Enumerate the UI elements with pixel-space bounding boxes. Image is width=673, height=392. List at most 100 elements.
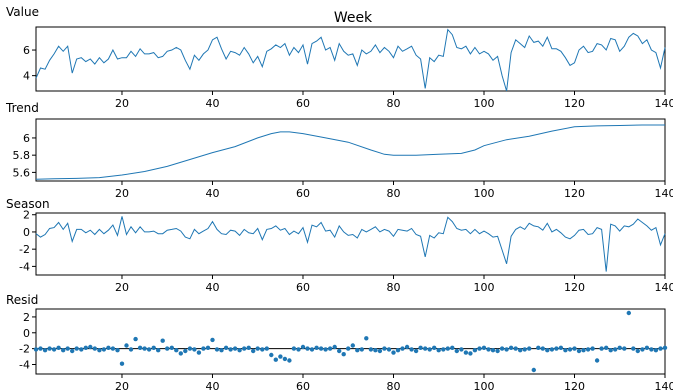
value-y-tick-label: 6 <box>23 44 30 57</box>
value-panel: Value 20 40 60 80 100 120 140 4 6 <box>6 5 673 110</box>
trend-x-tick-label: 40 <box>205 187 219 200</box>
resid-point <box>137 345 143 350</box>
resid-point <box>305 346 310 351</box>
resid-point <box>477 346 482 351</box>
resid-point <box>423 346 428 351</box>
resid-point <box>486 347 491 352</box>
resid-point <box>47 346 52 351</box>
resid-point <box>604 345 609 350</box>
resid-point <box>70 348 75 354</box>
resid-y-tick-label: 2 <box>23 311 30 324</box>
resid-point <box>165 346 170 351</box>
resid-point <box>183 348 188 354</box>
resid-point <box>364 336 369 341</box>
resid-point <box>106 345 111 350</box>
resid-point <box>318 346 324 351</box>
resid-y-tick-label: 0 <box>23 327 30 340</box>
resid-point <box>187 346 193 351</box>
resid-x-tick-label: 140 <box>655 380 673 392</box>
resid-point <box>508 345 514 350</box>
trend-series-line <box>35 124 665 180</box>
resid-point <box>432 345 437 350</box>
resid-point <box>201 346 206 351</box>
resid-point <box>626 310 631 316</box>
value-y-tick-label: 4 <box>23 70 30 83</box>
value-x-tick-label: 80 <box>386 97 400 110</box>
resid-point <box>214 347 220 352</box>
resid-point <box>581 348 586 353</box>
value-x-tick-label: 100 <box>473 97 494 110</box>
resid-point <box>386 347 392 352</box>
resid-point <box>309 347 315 352</box>
resid-point <box>590 346 595 351</box>
resid-point <box>468 351 473 356</box>
resid-point <box>169 345 174 350</box>
resid-point <box>332 344 337 350</box>
resid-point <box>540 346 545 351</box>
resid-panel: Resid 20 40 60 80 100 120 140 -4 -2 0 2 <box>6 293 673 392</box>
resid-point <box>463 350 469 355</box>
resid-point <box>545 348 550 353</box>
season-x-tick-label: 80 <box>386 281 400 294</box>
resid-point <box>635 348 640 354</box>
trend-panel: Trend 20 40 60 80 100 120 140 5.6 5.8 6 <box>5 101 673 200</box>
resid-point <box>527 346 532 351</box>
resid-point <box>264 346 269 351</box>
resid-point <box>346 346 351 351</box>
resid-point <box>287 358 292 363</box>
resid-point <box>151 345 156 350</box>
resid-point <box>260 347 265 352</box>
trend-x-tick-label: 20 <box>115 187 129 200</box>
resid-point <box>658 346 663 351</box>
resid-point <box>291 346 297 351</box>
trend-axes-frame <box>35 118 666 182</box>
season-x-tick-label: 100 <box>473 281 494 294</box>
resid-point <box>454 348 459 354</box>
resid-point <box>115 348 120 353</box>
resid-point <box>445 346 450 351</box>
resid-point <box>536 345 541 350</box>
resid-point <box>359 347 364 352</box>
trend-x-tick-label: 140 <box>655 187 673 200</box>
value-axes-frame <box>35 26 666 92</box>
resid-point <box>436 348 441 353</box>
resid-x-tick-label: 40 <box>205 380 219 392</box>
resid-point <box>368 347 374 352</box>
resid-axes-frame <box>35 308 666 375</box>
resid-point <box>119 361 125 366</box>
resid-point <box>585 347 591 352</box>
resid-point <box>327 346 333 351</box>
resid-point <box>572 346 577 351</box>
resid-panel-title: Resid <box>6 293 38 307</box>
resid-point <box>567 347 573 352</box>
resid-point <box>101 347 107 352</box>
resid-point <box>504 347 509 352</box>
trend-x-tick-label: 80 <box>386 187 400 200</box>
resid-point <box>337 348 342 354</box>
resid-point <box>269 352 274 358</box>
resid-point <box>205 345 211 350</box>
trend-x-tick-label: 60 <box>296 187 310 200</box>
resid-point <box>490 348 496 353</box>
resid-point <box>178 351 183 356</box>
resid-point <box>427 347 432 352</box>
resid-point <box>251 348 256 354</box>
resid-point <box>79 347 84 352</box>
resid-point <box>518 348 523 353</box>
resid-point <box>42 348 48 353</box>
resid-point <box>142 346 147 351</box>
resid-point <box>599 346 604 351</box>
resid-point <box>246 345 251 350</box>
resid-point <box>391 350 396 355</box>
resid-point <box>649 347 654 352</box>
resid-point <box>33 347 39 352</box>
season-x-tick-label: 20 <box>115 281 129 294</box>
resid-point <box>413 348 419 354</box>
season-panel-title: Season <box>6 197 50 211</box>
resid-point <box>282 356 288 362</box>
resid-point <box>418 345 423 350</box>
resid-x-tick-label: 20 <box>115 380 129 392</box>
resid-y-tick-label: -2 <box>19 343 30 356</box>
season-x-tick-label: 40 <box>205 281 219 294</box>
